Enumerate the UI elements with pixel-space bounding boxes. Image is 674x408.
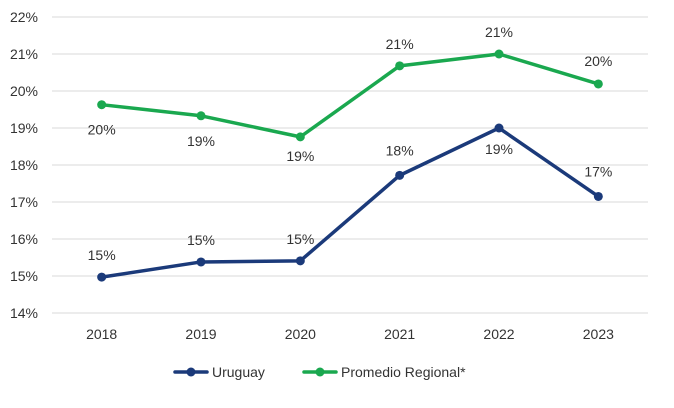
y-tick-label: 15% [10,268,38,284]
x-tick-label: 2020 [285,326,316,342]
data-labels: 15% 15% 15% 18% 19% 17% 20% 19% 19% 21% 21% 20% [88,24,613,263]
data-point [295,256,305,266]
legend-swatch-marker [315,367,325,377]
data-point [395,61,405,71]
data-point [494,123,504,133]
data-point [395,170,405,180]
x-axis-ticks: 2018 2019 2020 2021 2022 2023 [86,326,614,342]
x-tick-label: 2023 [583,326,614,342]
data-label: 20% [88,122,116,138]
x-tick-label: 2019 [185,326,216,342]
data-point [97,272,107,282]
data-label: 18% [386,142,414,158]
data-label: 15% [88,247,116,263]
y-tick-label: 18% [10,157,38,173]
data-label: 17% [584,163,612,179]
data-label: 20% [584,53,612,69]
y-tick-label: 21% [10,46,38,62]
data-point [196,257,206,267]
x-tick-label: 2018 [86,326,117,342]
y-tick-label: 20% [10,83,38,99]
legend-label: Promedio Regional* [341,364,466,380]
data-point [196,111,206,121]
series-line-uruguay [99,126,601,279]
y-tick-label: 22% [10,9,38,25]
y-tick-label: 16% [10,231,38,247]
data-point [593,191,603,201]
legend-swatch-marker [186,367,196,377]
data-label: 19% [286,148,314,164]
data-label: 21% [485,24,513,40]
y-tick-label: 17% [10,194,38,210]
y-tick-label: 14% [10,305,38,321]
data-label: 15% [187,232,215,248]
x-tick-label: 2021 [384,326,415,342]
series-lines [97,49,603,282]
data-label: 19% [485,141,513,157]
legend-label: Uruguay [212,364,265,380]
x-tick-label: 2022 [483,326,514,342]
legend: Uruguay Promedio Regional* [173,364,466,380]
data-label: 19% [187,133,215,149]
data-point [494,49,504,59]
y-tick-label: 19% [10,120,38,136]
data-point [97,100,107,110]
data-point [593,79,603,89]
y-axis-ticks: 14% 15% 16% 17% 18% 19% 20% 21% 22% [10,9,38,321]
gridlines [52,16,648,314]
data-label: 15% [286,231,314,247]
data-label: 21% [386,36,414,52]
series-line-promedio-regional [99,52,601,139]
data-point [295,132,305,142]
